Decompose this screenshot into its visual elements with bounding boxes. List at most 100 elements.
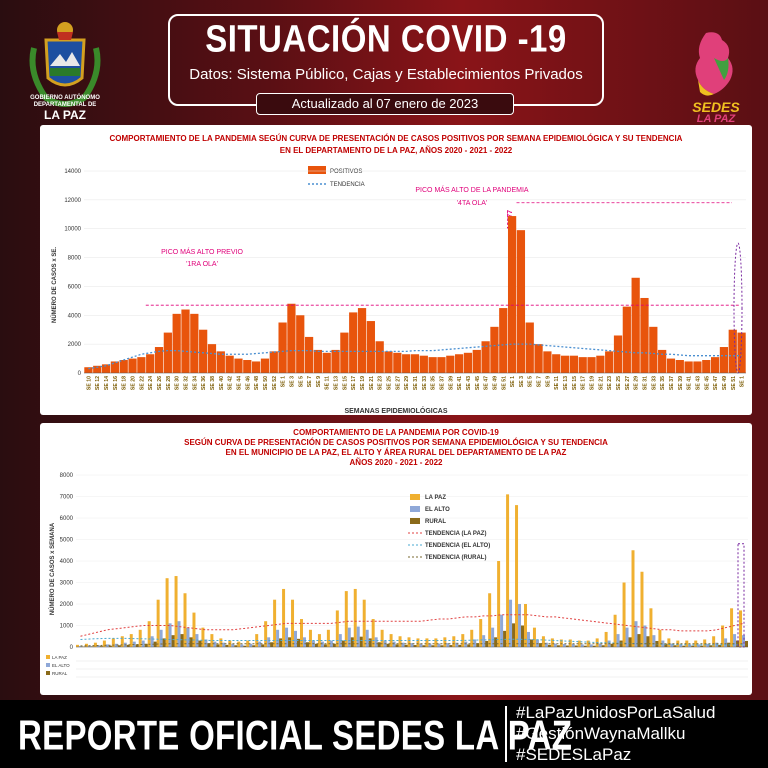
- chart2-title-line2: SEGÚN CURVA DE PRESENTACIÓN DE CASOS POS…: [184, 438, 608, 447]
- bar-la-paz: [541, 636, 545, 647]
- bar-positivos: [719, 347, 729, 373]
- bar-rural: [592, 645, 596, 647]
- bar-el-alto: [553, 643, 557, 647]
- bar-la-paz: [335, 610, 339, 647]
- legend-swatch: [410, 518, 420, 524]
- bar-positivos: [163, 332, 172, 373]
- bar-positivos: [560, 355, 570, 373]
- bar-positivos: [419, 355, 428, 373]
- bar-rural: [556, 645, 560, 647]
- bar-positivos: [146, 354, 155, 373]
- x-tick-label: SE 17: [351, 376, 357, 390]
- bar-rural: [323, 644, 327, 647]
- bar-la-paz: [398, 636, 402, 647]
- bar-positivos: [128, 358, 137, 373]
- annotation-peak-first-wave-line1: PICO MÁS ALTO PREVIO: [161, 247, 243, 256]
- y-tick-label: 6000: [68, 284, 82, 290]
- crest-caption: GOBIERNO AUTÓNOMO DEPARTAMENTAL DE LA PA…: [20, 95, 110, 122]
- chart2-ylabel: NÚMERO DE CASOS x SEMANA: [49, 522, 56, 615]
- bar-el-alto: [96, 645, 100, 647]
- hashtags: #LaPazUnidosPorLaSalud #GestiónWaynaMall…: [516, 702, 715, 765]
- x-tick-label: SE 51: [731, 376, 737, 390]
- bar-la-paz: [192, 612, 196, 647]
- x-tick-label: SE 18: [122, 376, 128, 390]
- x-tick-label: SE 26: [157, 376, 163, 390]
- hashtag-2[interactable]: #GestiónWaynaMallku: [516, 724, 686, 743]
- bar-la-paz: [183, 593, 187, 647]
- bar-rural: [189, 637, 193, 647]
- x-tick-label: SE 21: [369, 376, 375, 390]
- bar-rural: [395, 644, 399, 647]
- bar-el-alto: [347, 627, 351, 647]
- bar-la-paz: [577, 640, 581, 647]
- bar-positivos: [587, 357, 596, 373]
- x-tick-label: SE 41: [457, 376, 463, 390]
- bar-la-paz: [210, 634, 214, 647]
- bar-la-paz: [344, 591, 348, 647]
- legend-label: TENDENCIA (LA PAZ): [425, 531, 486, 537]
- bar-el-alto: [589, 644, 593, 647]
- bar-rural: [422, 645, 426, 647]
- bar-positivos: [349, 312, 358, 373]
- bar-el-alto: [562, 643, 566, 647]
- bar-la-paz: [317, 634, 321, 647]
- x-tick-label: SE 39: [678, 376, 684, 390]
- bar-rural: [521, 625, 524, 647]
- bar-el-alto: [356, 626, 360, 647]
- sedes-logo-text: SEDES LA PAZ: [684, 100, 748, 125]
- table-row-label: RURAL: [52, 671, 68, 676]
- bar-el-alto: [150, 636, 154, 647]
- x-tick-label: SE 5: [298, 376, 304, 387]
- bar-rural: [745, 640, 748, 647]
- bar-rural: [90, 646, 94, 647]
- bar-positivos: [278, 322, 287, 373]
- x-tick-label: SE 48: [254, 376, 260, 390]
- bar-la-paz: [622, 582, 626, 647]
- hashtag-3[interactable]: #SEDESLaPaz: [516, 745, 632, 764]
- bar-rural: [413, 645, 417, 647]
- y-tick-label: 5000: [60, 538, 74, 544]
- y-tick-label: 6000: [60, 516, 74, 522]
- bar-positivos: [516, 230, 526, 373]
- x-tick-label: SE 31: [413, 376, 419, 390]
- bar-la-paz: [246, 640, 250, 647]
- bar-el-alto: [724, 638, 728, 647]
- x-tick-label: SE 1: [281, 376, 287, 387]
- bar-positivos: [410, 354, 420, 373]
- bar-el-alto: [473, 639, 477, 647]
- bar-rural: [368, 638, 372, 647]
- bar-la-paz: [712, 636, 716, 647]
- bar-rural: [386, 643, 390, 647]
- x-tick-label: SE 33: [651, 376, 657, 390]
- bar-el-alto: [652, 635, 656, 647]
- bar-el-alto: [428, 643, 432, 647]
- bar-positivos: [490, 326, 499, 373]
- y-tick-label: 0: [70, 645, 74, 651]
- bar-positivos: [507, 216, 517, 373]
- bar-rural: [225, 644, 229, 647]
- bar-el-alto: [374, 637, 378, 647]
- bar-rural: [234, 645, 238, 647]
- bar-el-alto: [446, 643, 450, 647]
- bar-rural: [288, 637, 292, 647]
- bar-rural: [270, 642, 274, 647]
- bar-rural: [494, 637, 498, 647]
- bar-el-alto: [105, 644, 109, 647]
- annotation-peak-first-wave-line2: '1RA OLA': [186, 261, 218, 268]
- bar-positivos: [640, 297, 649, 373]
- bar-la-paz: [631, 550, 635, 647]
- bar-positivos: [84, 367, 93, 373]
- x-tick-label: SE 3: [289, 376, 295, 387]
- hashtag-1[interactable]: #LaPazUnidosPorLaSalud: [516, 703, 716, 722]
- bar-positivos: [622, 306, 631, 373]
- x-tick-label: SE 45: [704, 376, 710, 390]
- bar-el-alto: [365, 629, 369, 647]
- bar-rural: [485, 640, 489, 647]
- x-tick-label: SE 27: [625, 376, 631, 390]
- bar-positivos: [137, 357, 146, 373]
- x-tick-label: SE 25: [616, 376, 622, 390]
- bar-rural: [467, 644, 471, 647]
- x-tick-label: SE 38: [210, 376, 216, 390]
- chart1-xlabel: SEMANAS EPIDEMIOLÓGICAS: [344, 406, 447, 415]
- bar-el-alto: [616, 634, 620, 647]
